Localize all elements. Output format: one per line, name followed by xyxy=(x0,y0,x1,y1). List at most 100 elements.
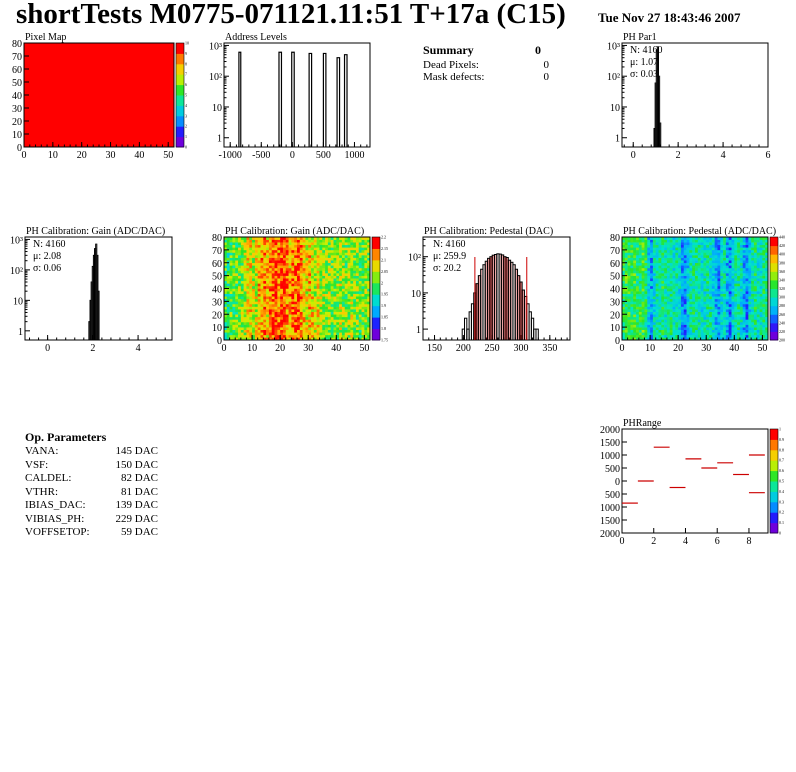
heatmap-cell xyxy=(706,237,710,240)
heatmap-cell xyxy=(638,327,642,330)
heatmap-cell xyxy=(288,265,292,269)
palette-bin xyxy=(372,282,380,295)
heatmap-cell xyxy=(720,237,724,240)
heatmap-cell xyxy=(288,278,292,282)
heatmap-cell xyxy=(636,242,640,246)
heatmap-cell xyxy=(325,273,329,276)
heatmap-cell xyxy=(311,319,315,323)
heatmap-cell xyxy=(232,298,236,302)
heatmap-cell xyxy=(291,301,295,305)
heatmap-cell xyxy=(285,296,289,300)
heatmap-cell xyxy=(717,321,721,325)
heatmap-cell xyxy=(350,293,354,297)
heatmap-cell xyxy=(745,278,749,282)
heatmap-cell xyxy=(302,270,306,274)
fit-region-bin xyxy=(510,262,513,340)
heatmap-cell xyxy=(630,273,634,276)
heatmap-cell xyxy=(669,252,673,256)
heatmap-cell xyxy=(748,283,752,287)
heatmap-cell xyxy=(294,273,298,276)
heatmap-cell xyxy=(689,260,693,264)
heatmap-cell xyxy=(361,257,365,261)
heatmap-cell xyxy=(675,296,679,300)
heatmap-cell xyxy=(636,283,640,287)
heatmap-cell xyxy=(647,249,651,253)
x-tick-label: 2 xyxy=(90,343,95,354)
heatmap-cell xyxy=(291,288,295,292)
heatmap-cell xyxy=(622,309,626,312)
heatmap-cell xyxy=(689,242,693,246)
heatmap-cell xyxy=(739,283,744,287)
heatmap-cell xyxy=(344,321,348,325)
heatmap-cell xyxy=(353,247,357,251)
heatmap-cell xyxy=(257,327,261,330)
heatmap-cell xyxy=(711,314,715,318)
heatmap-cell xyxy=(678,288,682,292)
heatmap-cell xyxy=(686,273,690,276)
heatmap-cell xyxy=(689,267,693,271)
heatmap-cell xyxy=(737,247,741,251)
heatmap-cell xyxy=(624,255,628,258)
heatmap-cell xyxy=(257,257,261,261)
heatmap-cell xyxy=(288,314,292,318)
heatmap-cell xyxy=(282,291,287,294)
palette-tick-label: 8 xyxy=(185,61,187,66)
heatmap-cell xyxy=(355,278,360,282)
heatmap-cell xyxy=(647,278,651,282)
heatmap-cell xyxy=(669,332,673,336)
heatmap-cell xyxy=(302,262,306,266)
heatmap-cell xyxy=(224,329,228,333)
heatmap-cell xyxy=(664,280,668,284)
heatmap-cell xyxy=(277,270,281,274)
y-tick-label: 30 xyxy=(212,297,222,308)
heatmap-cell xyxy=(288,301,292,305)
heatmap-cell xyxy=(650,327,654,330)
summary-value: 0 xyxy=(543,71,550,83)
heatmap-cell xyxy=(664,260,668,264)
heatmap-cell xyxy=(294,247,298,251)
heatmap-cell xyxy=(240,285,244,289)
heatmap-cell xyxy=(229,303,233,307)
heatmap-cell xyxy=(243,278,247,282)
heatmap-cell xyxy=(313,283,317,287)
heatmap-cell xyxy=(319,252,323,256)
heatmap-cell xyxy=(325,255,329,258)
heatmap-cell xyxy=(316,288,320,292)
heatmap-cell xyxy=(327,319,331,323)
heatmap-cell xyxy=(246,296,250,300)
heatmap-cell xyxy=(692,288,696,292)
heatmap-cell xyxy=(268,291,273,294)
heatmap-cell xyxy=(294,267,298,271)
heatmap-cell xyxy=(294,237,298,240)
heatmap-cell xyxy=(339,278,343,282)
heatmap-cell xyxy=(285,255,289,258)
heatmap-cell xyxy=(355,314,360,318)
heatmap-cell xyxy=(364,267,368,271)
heatmap-cell xyxy=(226,260,230,264)
heatmap-cell xyxy=(695,283,699,287)
heatmap-cell xyxy=(723,255,727,258)
heatmap-cell xyxy=(762,293,766,297)
heatmap-cell xyxy=(285,249,289,253)
heatmap-cell xyxy=(734,283,738,287)
palette-tick-label: 9 xyxy=(185,51,187,56)
heatmap-cell xyxy=(680,239,685,243)
heatmap-cell xyxy=(238,321,242,325)
heatmap-cell xyxy=(353,329,357,333)
heatmap-cell xyxy=(672,257,676,261)
heatmap-cell xyxy=(341,267,346,271)
heatmap-cell xyxy=(753,337,758,341)
heatmap-cell xyxy=(675,237,679,240)
heatmap-cell xyxy=(630,288,634,292)
heatmap-cell xyxy=(756,319,760,323)
heatmap-cell xyxy=(717,273,721,276)
heatmap-cell xyxy=(274,283,278,287)
heatmap-cell xyxy=(700,278,704,282)
heatmap-cell xyxy=(723,239,727,243)
heatmap-cell xyxy=(302,242,306,246)
palette-tick-label: 220 xyxy=(779,329,785,334)
heatmap-cell xyxy=(355,324,360,328)
heatmap-cell xyxy=(661,314,665,318)
heatmap-cell xyxy=(364,239,368,243)
heatmap-cell xyxy=(636,275,640,279)
